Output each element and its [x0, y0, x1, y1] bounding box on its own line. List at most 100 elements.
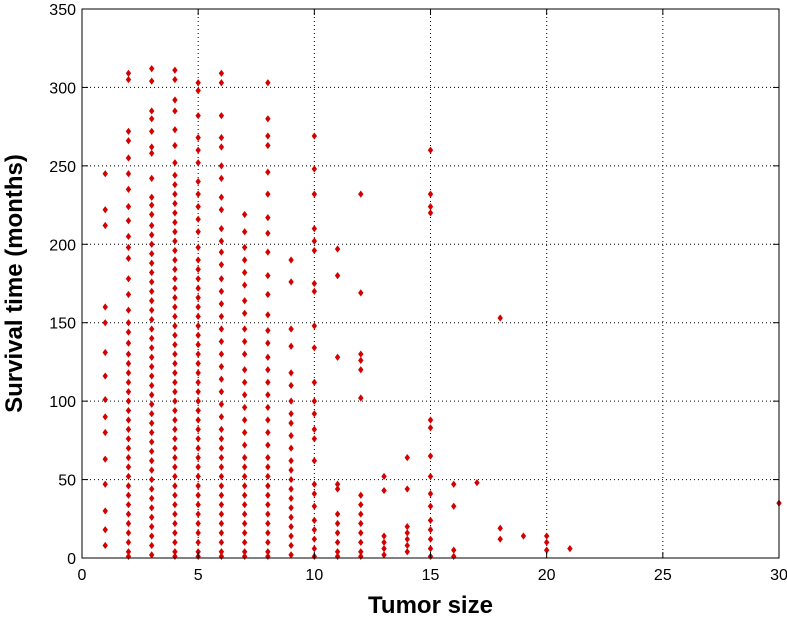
- data-point: [265, 501, 271, 509]
- data-point: [172, 96, 178, 104]
- data-point: [149, 278, 155, 286]
- data-points: [102, 65, 782, 561]
- data-point: [125, 388, 132, 396]
- data-point: [172, 107, 178, 115]
- data-point: [311, 410, 318, 418]
- data-point: [265, 463, 271, 471]
- data-point: [149, 410, 155, 418]
- data-point: [172, 322, 178, 330]
- data-point: [218, 225, 225, 233]
- data-point: [265, 248, 271, 256]
- data-point: [195, 190, 201, 198]
- data-point: [172, 454, 178, 462]
- data-point: [381, 486, 387, 495]
- data-point: [265, 141, 271, 150]
- data-point: [265, 366, 271, 374]
- data-point: [241, 378, 248, 386]
- data-point: [311, 279, 318, 288]
- data-point: [125, 350, 132, 358]
- data-point: [125, 243, 132, 252]
- data-point: [334, 529, 341, 537]
- data-point: [125, 454, 132, 462]
- data-point: [102, 348, 108, 357]
- data-point: [241, 472, 248, 481]
- data-point: [195, 463, 201, 471]
- data-point: [172, 228, 178, 236]
- data-point: [125, 137, 132, 145]
- data-point: [125, 328, 132, 336]
- data-point: [125, 406, 132, 415]
- data-point: [451, 480, 457, 488]
- data-point: [125, 397, 132, 405]
- data-point: [404, 485, 410, 493]
- data-point: [172, 378, 178, 386]
- data-point: [358, 491, 364, 499]
- data-point: [195, 275, 201, 283]
- data-point: [241, 463, 248, 471]
- data-point: [218, 325, 225, 333]
- x-axis-label: Tumor size: [368, 592, 493, 619]
- data-point: [102, 303, 108, 311]
- data-point: [334, 510, 341, 518]
- data-point: [195, 243, 201, 252]
- data-point: [334, 485, 341, 493]
- data-point: [288, 513, 294, 521]
- data-point: [149, 231, 155, 239]
- data-point: [543, 538, 550, 546]
- data-point: [149, 325, 155, 333]
- data-point: [125, 154, 132, 162]
- y-tick-label: 50: [58, 473, 76, 490]
- data-point: [149, 306, 155, 314]
- data-point: [265, 391, 271, 399]
- data-point: [427, 146, 434, 154]
- data-point: [172, 529, 178, 537]
- data-point: [497, 535, 503, 543]
- data-point: [218, 463, 225, 471]
- data-point: [125, 290, 132, 299]
- data-point: [288, 457, 294, 465]
- data-point: [172, 491, 178, 499]
- data-point: [358, 548, 364, 556]
- data-point: [125, 217, 132, 225]
- data-point: [451, 546, 457, 554]
- data-point: [218, 413, 225, 421]
- data-point: [218, 261, 225, 269]
- data-point: [195, 482, 201, 490]
- y-tick-label: 250: [49, 159, 76, 176]
- data-point: [195, 388, 201, 396]
- data-point: [427, 452, 434, 460]
- data-point: [311, 490, 318, 498]
- data-point: [172, 265, 178, 273]
- data-point: [358, 190, 364, 198]
- data-point: [265, 378, 271, 386]
- data-point: [195, 294, 201, 302]
- data-point: [311, 237, 318, 245]
- data-point: [149, 259, 155, 267]
- data-point: [125, 510, 132, 518]
- data-point: [125, 170, 132, 178]
- data-point: [288, 369, 294, 377]
- x-tick-label: 0: [78, 567, 87, 584]
- data-point: [218, 363, 225, 371]
- data-point: [195, 510, 201, 518]
- data-point: [358, 529, 364, 537]
- data-point: [288, 504, 294, 512]
- data-point: [172, 406, 178, 415]
- data-point: [265, 454, 271, 462]
- data-point: [218, 501, 225, 509]
- data-point: [172, 237, 178, 245]
- data-point: [358, 394, 364, 402]
- data-point: [172, 538, 178, 546]
- data-point: [265, 472, 271, 481]
- data-point: [427, 535, 434, 543]
- data-point: [149, 363, 155, 371]
- data-point: [334, 548, 341, 556]
- data-point: [195, 322, 201, 330]
- data-point: [195, 284, 201, 292]
- data-point: [241, 491, 248, 499]
- data-point: [149, 250, 155, 258]
- data-point: [404, 523, 410, 531]
- data-point: [172, 350, 178, 358]
- data-point: [311, 535, 318, 543]
